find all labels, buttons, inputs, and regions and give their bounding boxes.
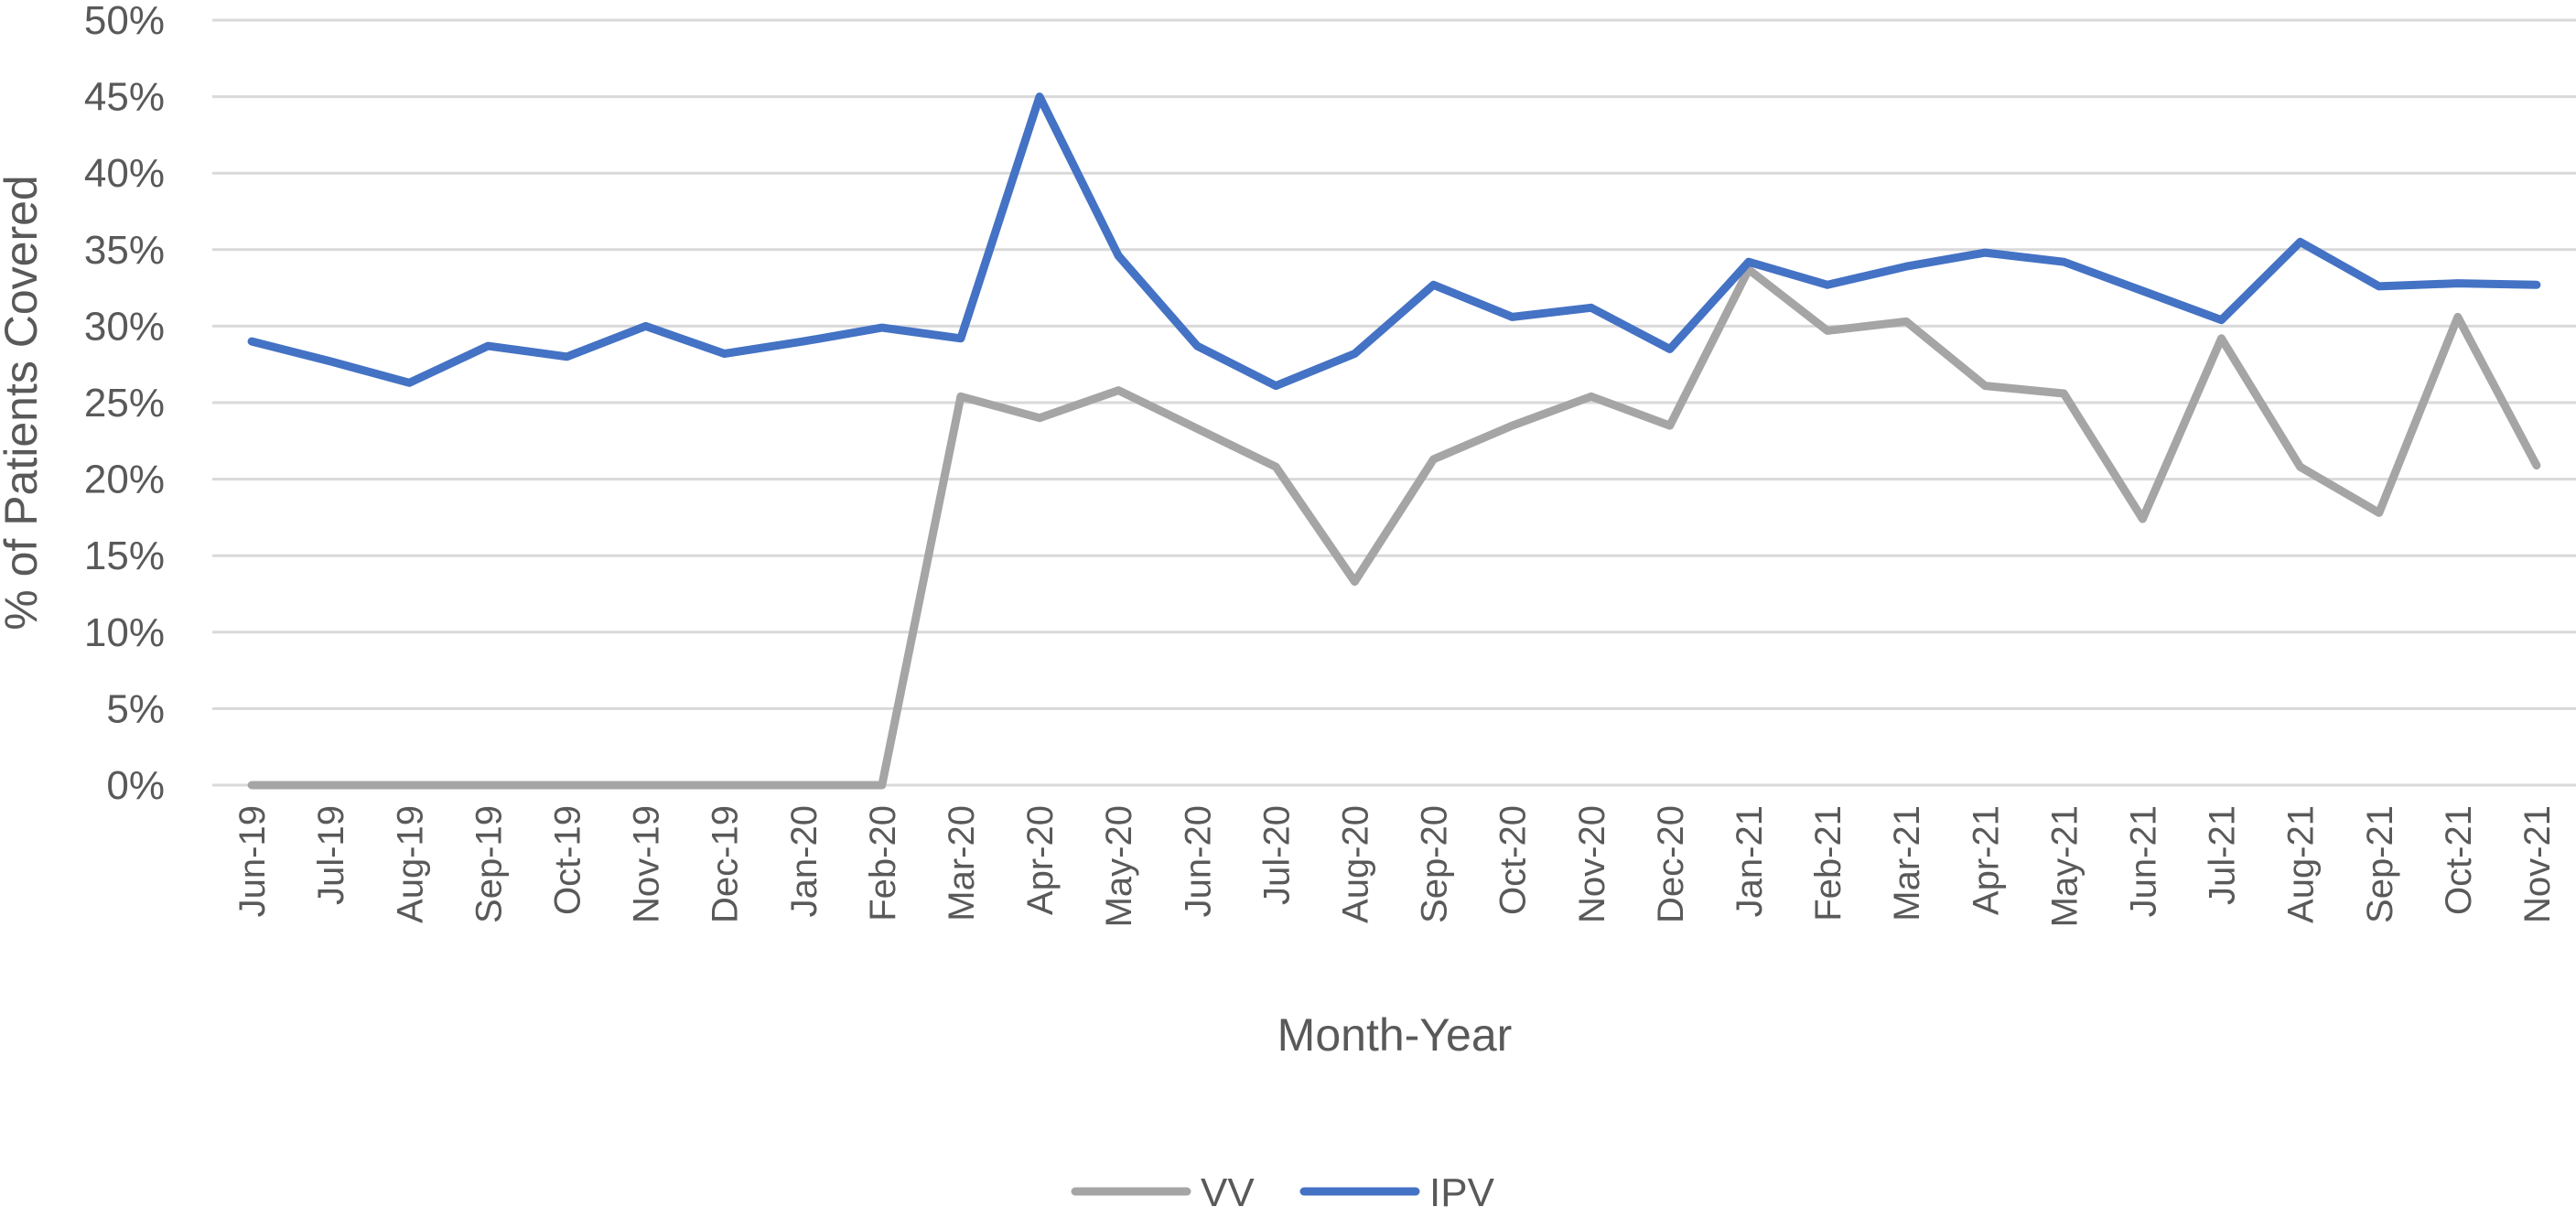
- x-tick-label: Jul-21: [2203, 805, 2243, 905]
- x-tick-label: Jun-20: [1178, 805, 1218, 917]
- x-tick-label: Jun-19: [232, 805, 273, 917]
- x-tick-label: Mar-21: [1887, 805, 1927, 921]
- x-tick-label: Mar-20: [942, 805, 982, 921]
- x-tick-label: May-20: [1099, 805, 1139, 927]
- x-tick-label: Apr-21: [1966, 805, 2006, 915]
- legend-label-ipv: IPV: [1429, 1170, 1495, 1207]
- x-tick-label: Oct-20: [1493, 805, 1534, 915]
- x-tick-label: Jun-21: [2123, 805, 2163, 917]
- y-tick-label: 0%: [106, 763, 165, 808]
- x-tick-label: Aug-20: [1335, 805, 1375, 923]
- x-tick-label: Jan-21: [1730, 805, 1770, 917]
- x-tick-label: Sep-19: [469, 805, 509, 923]
- x-tick-label: Aug-19: [390, 805, 430, 923]
- x-tick-label: Dec-20: [1651, 805, 1691, 923]
- legend-label-vv: VV: [1201, 1170, 1255, 1207]
- x-tick-label: May-21: [2044, 805, 2085, 927]
- x-axis-title: Month-Year: [1277, 1009, 1513, 1061]
- y-tick-label: 50%: [84, 0, 165, 43]
- y-tick-label: 15%: [84, 533, 165, 578]
- y-tick-label: 5%: [106, 686, 165, 731]
- series-lines: [247, 92, 2541, 790]
- x-tick-label: Jul-19: [311, 805, 351, 905]
- y-tick-label: 45%: [84, 75, 165, 120]
- y-tick-label: 35%: [84, 228, 165, 273]
- x-tick-label: Sep-20: [1415, 805, 1455, 923]
- grid-lines: [212, 18, 2576, 787]
- series-line-vv: [247, 265, 2541, 790]
- x-tick-label: Oct-19: [547, 805, 587, 915]
- y-tick-label: 20%: [84, 458, 165, 502]
- x-tick-label: Feb-20: [863, 805, 903, 921]
- x-tick-label: Feb-21: [1808, 805, 1848, 921]
- x-tick-label: Oct-21: [2439, 805, 2479, 915]
- x-tick-label: Nov-20: [1572, 805, 1612, 923]
- x-tick-label: Dec-19: [706, 805, 746, 923]
- y-tick-label: 40%: [84, 151, 165, 196]
- y-axis-tick-labels: 0% 5% 10% 15% 20% 25% 30% 35% 40% 45% 50%: [84, 0, 165, 808]
- y-tick-label: 10%: [84, 610, 165, 655]
- x-tick-label: Jul-20: [1256, 805, 1297, 905]
- x-tick-label: Nov-21: [2517, 805, 2558, 923]
- series-line-ipv: [247, 92, 2541, 391]
- x-tick-label: Apr-20: [1020, 805, 1061, 915]
- y-tick-label: 30%: [84, 304, 165, 349]
- y-tick-label: 25%: [84, 381, 165, 426]
- x-axis-tick-labels: Jun-19 Jul-19 Aug-19 Sep-19 Oct-19 Nov-19 Dec-…: [232, 805, 2558, 927]
- x-tick-label: Nov-19: [627, 805, 667, 923]
- x-tick-label: Aug-21: [2281, 805, 2322, 923]
- y-axis-title: % of Patients Covered: [0, 175, 47, 630]
- x-tick-label: Sep-21: [2360, 805, 2400, 923]
- x-tick-label: Jan-20: [784, 805, 825, 917]
- legend: VV IPV: [1071, 1170, 1495, 1207]
